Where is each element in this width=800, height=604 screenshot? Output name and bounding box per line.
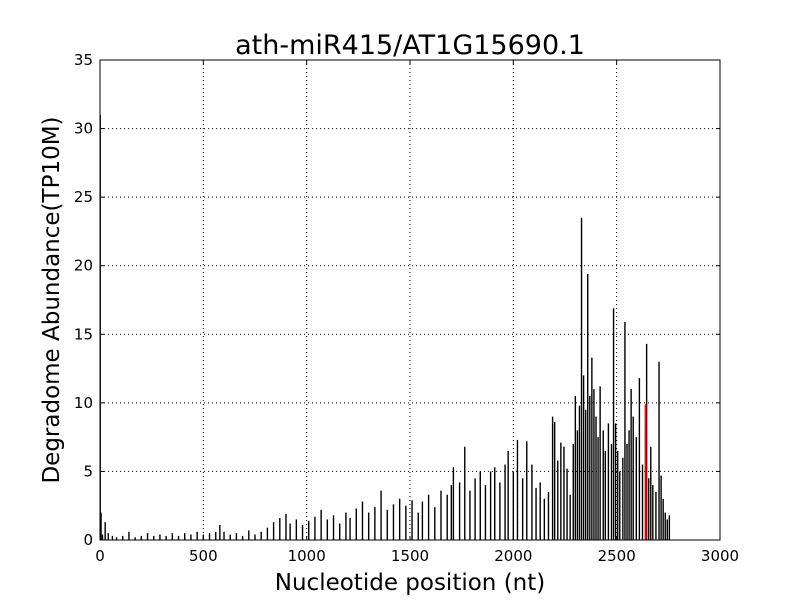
x-tick-label: 2500	[598, 547, 636, 565]
x-tick-label: 0	[95, 547, 105, 565]
y-tick-label: 15	[74, 325, 93, 343]
y-tick-label: 35	[74, 51, 93, 69]
y-tick-label: 30	[74, 120, 93, 138]
x-tick-label: 3000	[701, 547, 739, 565]
x-tick-label: 2000	[494, 547, 532, 565]
x-tick-label: 1000	[288, 547, 326, 565]
x-tick-label: 500	[189, 547, 218, 565]
y-tick-label: 0	[83, 531, 93, 549]
plot-frame	[99, 59, 721, 541]
y-axis-label: Degradome Abundance(TP10M)	[39, 116, 65, 483]
y-tick-label: 10	[74, 394, 93, 412]
x-tick-label: 1500	[391, 547, 429, 565]
x-axis-label: Nucleotide position (nt)	[275, 570, 545, 596]
axis-ticks: 0 500 1000 1500 2000 2500 3000 0 5 10 15 20 25 30 35	[74, 51, 739, 565]
y-tick-label: 5	[83, 462, 93, 480]
y-tick-label: 20	[74, 257, 93, 275]
grid	[100, 60, 720, 540]
y-tick-label: 25	[74, 188, 93, 206]
chart-title: ath-miR415/AT1G15690.1	[235, 30, 585, 61]
